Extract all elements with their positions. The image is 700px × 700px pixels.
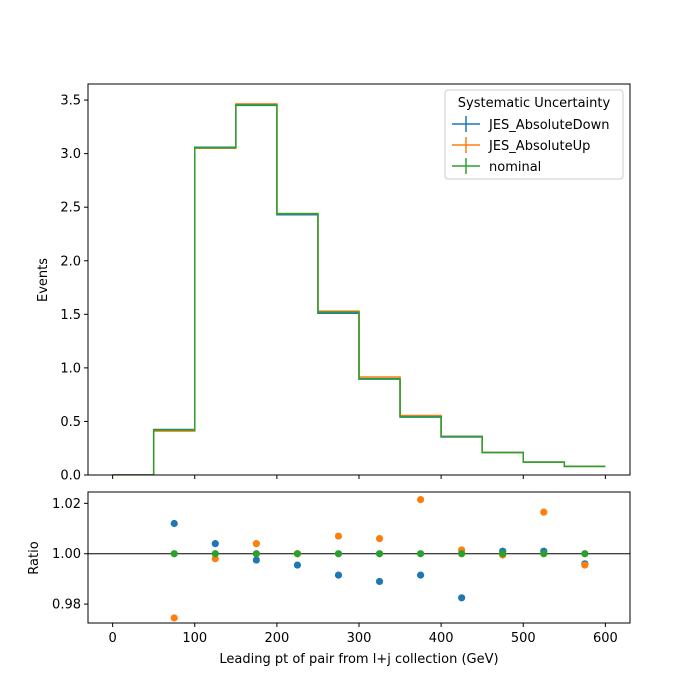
histogram-y-tick-label: 3.5	[60, 94, 81, 109]
ratio-x-axis-label: Leading pt of pair from l+j collection (…	[219, 652, 498, 667]
ratio-x-tick-label: 400	[429, 631, 454, 646]
legend-entry-nominal: nominal	[452, 158, 541, 175]
ratio-point-nominal	[252, 550, 260, 558]
ratio-y-axis-label: Ratio	[27, 541, 42, 574]
ratio-point-jes-absolutedown	[293, 561, 302, 569]
ratio-point-jes-absolutedown	[211, 540, 219, 548]
ratio-point-nominal	[499, 550, 507, 558]
ratio-y-tick-label: 0.98	[52, 598, 81, 613]
ratio-point-jes-absolutedown	[334, 571, 343, 579]
ratio-point-jes-absoluteup	[375, 535, 384, 543]
legend-label-jes-absolutedown: JES_AbsoluteDown	[488, 118, 609, 133]
legend-entry-jes-absolutedown: JES_AbsoluteDown	[452, 116, 609, 133]
ratio-point-jes-absolutedown	[375, 577, 384, 586]
ratio-y-ticks: 0.98 1.00 1.02	[52, 497, 88, 613]
ratio-point-jes-absolutedown	[170, 519, 178, 528]
ratio-x-tick-label: 500	[511, 631, 536, 646]
histogram-y-tick-label: 0.5	[60, 415, 81, 430]
legend-title: Systematic Uncertainty	[458, 96, 611, 111]
ratio-point-jes-absoluteup	[252, 540, 260, 548]
ratio-point-jes-absoluteup	[170, 614, 178, 622]
ratio-point-nominal	[540, 550, 548, 558]
histogram-y-tick-label: 0.0	[60, 469, 81, 484]
histogram-y-tick-label: 1.0	[60, 361, 81, 376]
ratio-x-tick-label: 200	[264, 631, 289, 646]
ratio-point-nominal	[334, 550, 343, 558]
histogram-x-ticks	[112, 475, 606, 479]
legend-label-nominal: nominal	[489, 160, 541, 175]
ratio-point-jes-absolutedown	[458, 594, 466, 602]
legend-frame	[444, 89, 624, 180]
ratio-x-tick-label: 600	[593, 631, 618, 646]
histogram-y-tick-label: 1.5	[60, 308, 81, 323]
ratio-y-tick-label: 1.02	[52, 497, 81, 512]
ratio-x-ticks: 0 100 200 300 400 500 600	[108, 623, 618, 646]
legend-entry-jes-absoluteup: JES_AbsoluteUp	[452, 137, 590, 154]
ratio-series-group	[170, 495, 589, 622]
histogram-line-nominal	[112, 104, 606, 475]
ratio-point-nominal	[211, 550, 219, 558]
ratio-point-nominal	[375, 550, 384, 558]
histogram-y-tick-label: 3.0	[60, 147, 81, 162]
ratio-point-nominal	[458, 550, 466, 558]
ratio-panel: 0.98 1.00 1.02 0 100 200 300 400 500 600 Ratio L…	[27, 491, 631, 667]
legend-label-jes-absoluteup: JES_AbsoluteUp	[488, 139, 590, 154]
ratio-point-jes-absolutedown	[416, 571, 425, 579]
ratio-y-tick-label: 1.00	[52, 547, 81, 562]
ratio-point-nominal	[581, 550, 589, 558]
histogram-y-tick-label: 2.0	[60, 254, 81, 269]
ratio-x-tick-label: 100	[182, 631, 207, 646]
ratio-point-jes-absoluteup	[416, 495, 425, 504]
histogram-series-group	[112, 103, 606, 475]
legend: Systematic Uncertainty JES_AbsoluteDown …	[444, 89, 624, 180]
ratio-point-nominal	[416, 550, 425, 558]
ratio-point-jes-absoluteup	[581, 561, 589, 569]
ratio-x-tick-label: 300	[347, 631, 372, 646]
ratio-x-tick-label: 0	[108, 631, 116, 646]
ratio-point-nominal	[293, 550, 302, 558]
histogram-panel: 0.0 0.5 1.0 1.5 2.0 2.5 3.0 3.5 Events Systemat…	[36, 83, 631, 484]
histogram-y-tick-label: 2.5	[60, 201, 81, 216]
ratio-point-jes-absoluteup	[334, 532, 343, 540]
ratio-point-jes-absoluteup	[211, 555, 219, 563]
ratio-point-jes-absoluteup	[540, 508, 548, 516]
ratio-point-nominal	[170, 550, 178, 558]
ratio-point-jes-absolutedown	[252, 556, 260, 564]
histogram-y-axis-label: Events	[36, 258, 51, 302]
histogram-y-ticks: 0.0 0.5 1.0 1.5 2.0 2.5 3.0 3.5	[60, 94, 88, 484]
